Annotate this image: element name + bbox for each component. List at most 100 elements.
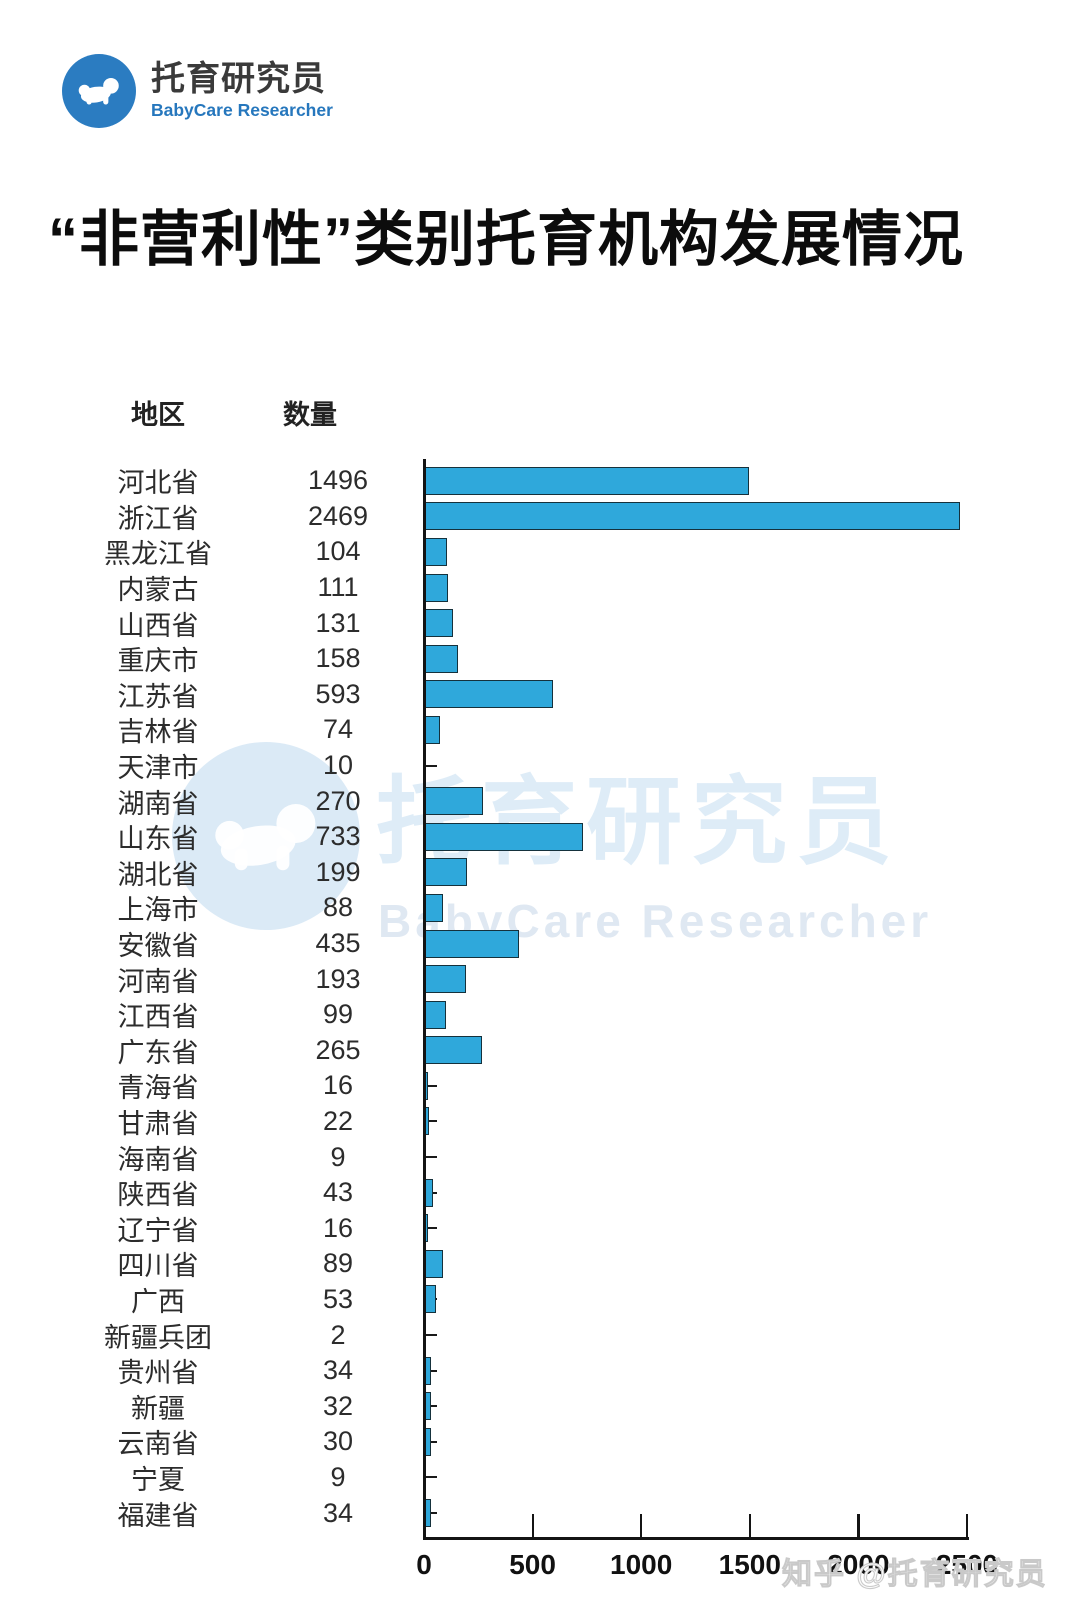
- bar-track: [424, 1495, 1080, 1531]
- bar-track: [424, 1175, 1080, 1211]
- bar-track: [424, 1104, 1080, 1140]
- table-row: 湖南省 270: [0, 783, 1080, 819]
- region-label: 青海省: [117, 1073, 199, 1104]
- bar-track: [424, 783, 1080, 819]
- y-axis-tick: [424, 1227, 437, 1230]
- table-row: 江西省 99: [0, 997, 1080, 1033]
- count-value: 2469: [307, 500, 369, 531]
- region-label: 河南省: [117, 966, 199, 997]
- table-row: 重庆市 158: [0, 641, 1080, 677]
- count-value: 16: [322, 1070, 354, 1101]
- y-axis-tick: [424, 764, 437, 767]
- bar-track: [424, 748, 1080, 784]
- bar: [424, 858, 468, 887]
- bar-track: [424, 1317, 1080, 1353]
- count-value: 88: [322, 892, 354, 923]
- table-row: 海南省 9: [0, 1139, 1080, 1175]
- count-value: 9: [330, 1461, 346, 1492]
- region-label: 福建省: [117, 1500, 199, 1531]
- count-value: 265: [315, 1034, 361, 1065]
- count-value: 435: [315, 928, 361, 959]
- count-value: 16: [322, 1212, 354, 1243]
- count-value: 193: [315, 963, 361, 994]
- region-label: 江苏省: [117, 681, 199, 712]
- count-value: 10: [322, 750, 354, 781]
- table-row: 内蒙古 111: [0, 570, 1080, 606]
- bar: [424, 715, 441, 744]
- region-label: 上海市: [117, 895, 199, 926]
- page-title: “非营利性”类别托育机构发展情况: [48, 206, 964, 273]
- bar-track: [424, 926, 1080, 962]
- table-row: 青海省 16: [0, 1068, 1080, 1104]
- bar: [424, 573, 449, 602]
- baby-icon: [78, 78, 119, 105]
- chart-rows: 河北省 1496 浙江省 2469 黑龙江省 104 内蒙古 111 山西省 131 重庆市 158 江…: [0, 463, 1080, 1531]
- bar: [424, 893, 444, 922]
- count-value: 34: [322, 1355, 354, 1386]
- column-header-count: 数量: [283, 399, 337, 430]
- region-label: 山东省: [117, 824, 199, 855]
- table-row: 甘肃省 22: [0, 1104, 1080, 1140]
- region-label: 重庆市: [117, 646, 199, 677]
- y-axis-tick: [424, 1334, 437, 1337]
- y-axis-tick: [424, 1084, 437, 1087]
- table-row: 云南省 30: [0, 1424, 1080, 1460]
- x-axis-tick: [423, 1514, 426, 1537]
- table-row: 辽宁省 16: [0, 1210, 1080, 1246]
- count-value: 131: [315, 607, 361, 638]
- count-value: 199: [315, 856, 361, 887]
- bar-track: [424, 997, 1080, 1033]
- region-label: 山西省: [117, 610, 199, 641]
- count-value: 99: [322, 999, 354, 1030]
- region-label: 广东省: [117, 1037, 199, 1068]
- count-value: 733: [315, 821, 361, 852]
- count-value: 1496: [307, 465, 369, 496]
- babycare-logo: 托育研究员 BabyCare Researcher: [62, 54, 333, 128]
- count-value: 89: [322, 1248, 354, 1279]
- x-tick-label: 2000: [827, 1549, 890, 1580]
- count-value: 53: [322, 1283, 354, 1314]
- count-value: 593: [315, 678, 361, 709]
- count-value: 2: [330, 1319, 346, 1350]
- table-row: 广东省 265: [0, 1033, 1080, 1069]
- y-axis-tick: [424, 1120, 437, 1123]
- bar: [424, 1285, 436, 1314]
- count-value: 32: [322, 1390, 354, 1421]
- region-label: 新疆兵团: [104, 1322, 212, 1353]
- bar-track: [424, 961, 1080, 997]
- bar-track: [424, 819, 1080, 855]
- count-value: 104: [315, 536, 361, 567]
- count-value: 30: [322, 1426, 354, 1457]
- y-axis-tick: [424, 1476, 437, 1479]
- region-label: 内蒙古: [117, 575, 199, 606]
- bar-track: [424, 1068, 1080, 1104]
- table-row: 河南省 193: [0, 961, 1080, 997]
- table-row: 吉林省 74: [0, 712, 1080, 748]
- region-label: 湖南省: [117, 788, 199, 819]
- region-label: 贵州省: [117, 1358, 199, 1389]
- region-label: 广西: [131, 1286, 185, 1317]
- table-row: 浙江省 2469: [0, 499, 1080, 535]
- region-label: 辽宁省: [117, 1215, 199, 1246]
- table-row: 陕西省 43: [0, 1175, 1080, 1211]
- bar-track: [424, 1139, 1080, 1175]
- bar: [424, 466, 749, 495]
- table-row: 黑龙江省 104: [0, 534, 1080, 570]
- region-label: 湖北省: [117, 859, 199, 890]
- zhihu-watermark: 知乎 @托育研究员: [782, 1558, 1048, 1592]
- table-row: 河北省 1496: [0, 463, 1080, 499]
- count-value: 74: [322, 714, 354, 745]
- bar: [424, 502, 961, 531]
- y-axis-tick: [424, 1440, 437, 1443]
- bar: [424, 680, 553, 709]
- table-row: 福建省 34: [0, 1495, 1080, 1531]
- bar-track: [424, 890, 1080, 926]
- region-label: 江西省: [117, 1002, 199, 1033]
- logo-title: 托育研究员: [151, 59, 326, 98]
- bar-track: [424, 641, 1080, 677]
- x-tick-label: 1000: [610, 1549, 673, 1580]
- table-row: 天津市 10: [0, 748, 1080, 784]
- table-row: 宁夏 9: [0, 1460, 1080, 1496]
- bar-track: [424, 855, 1080, 891]
